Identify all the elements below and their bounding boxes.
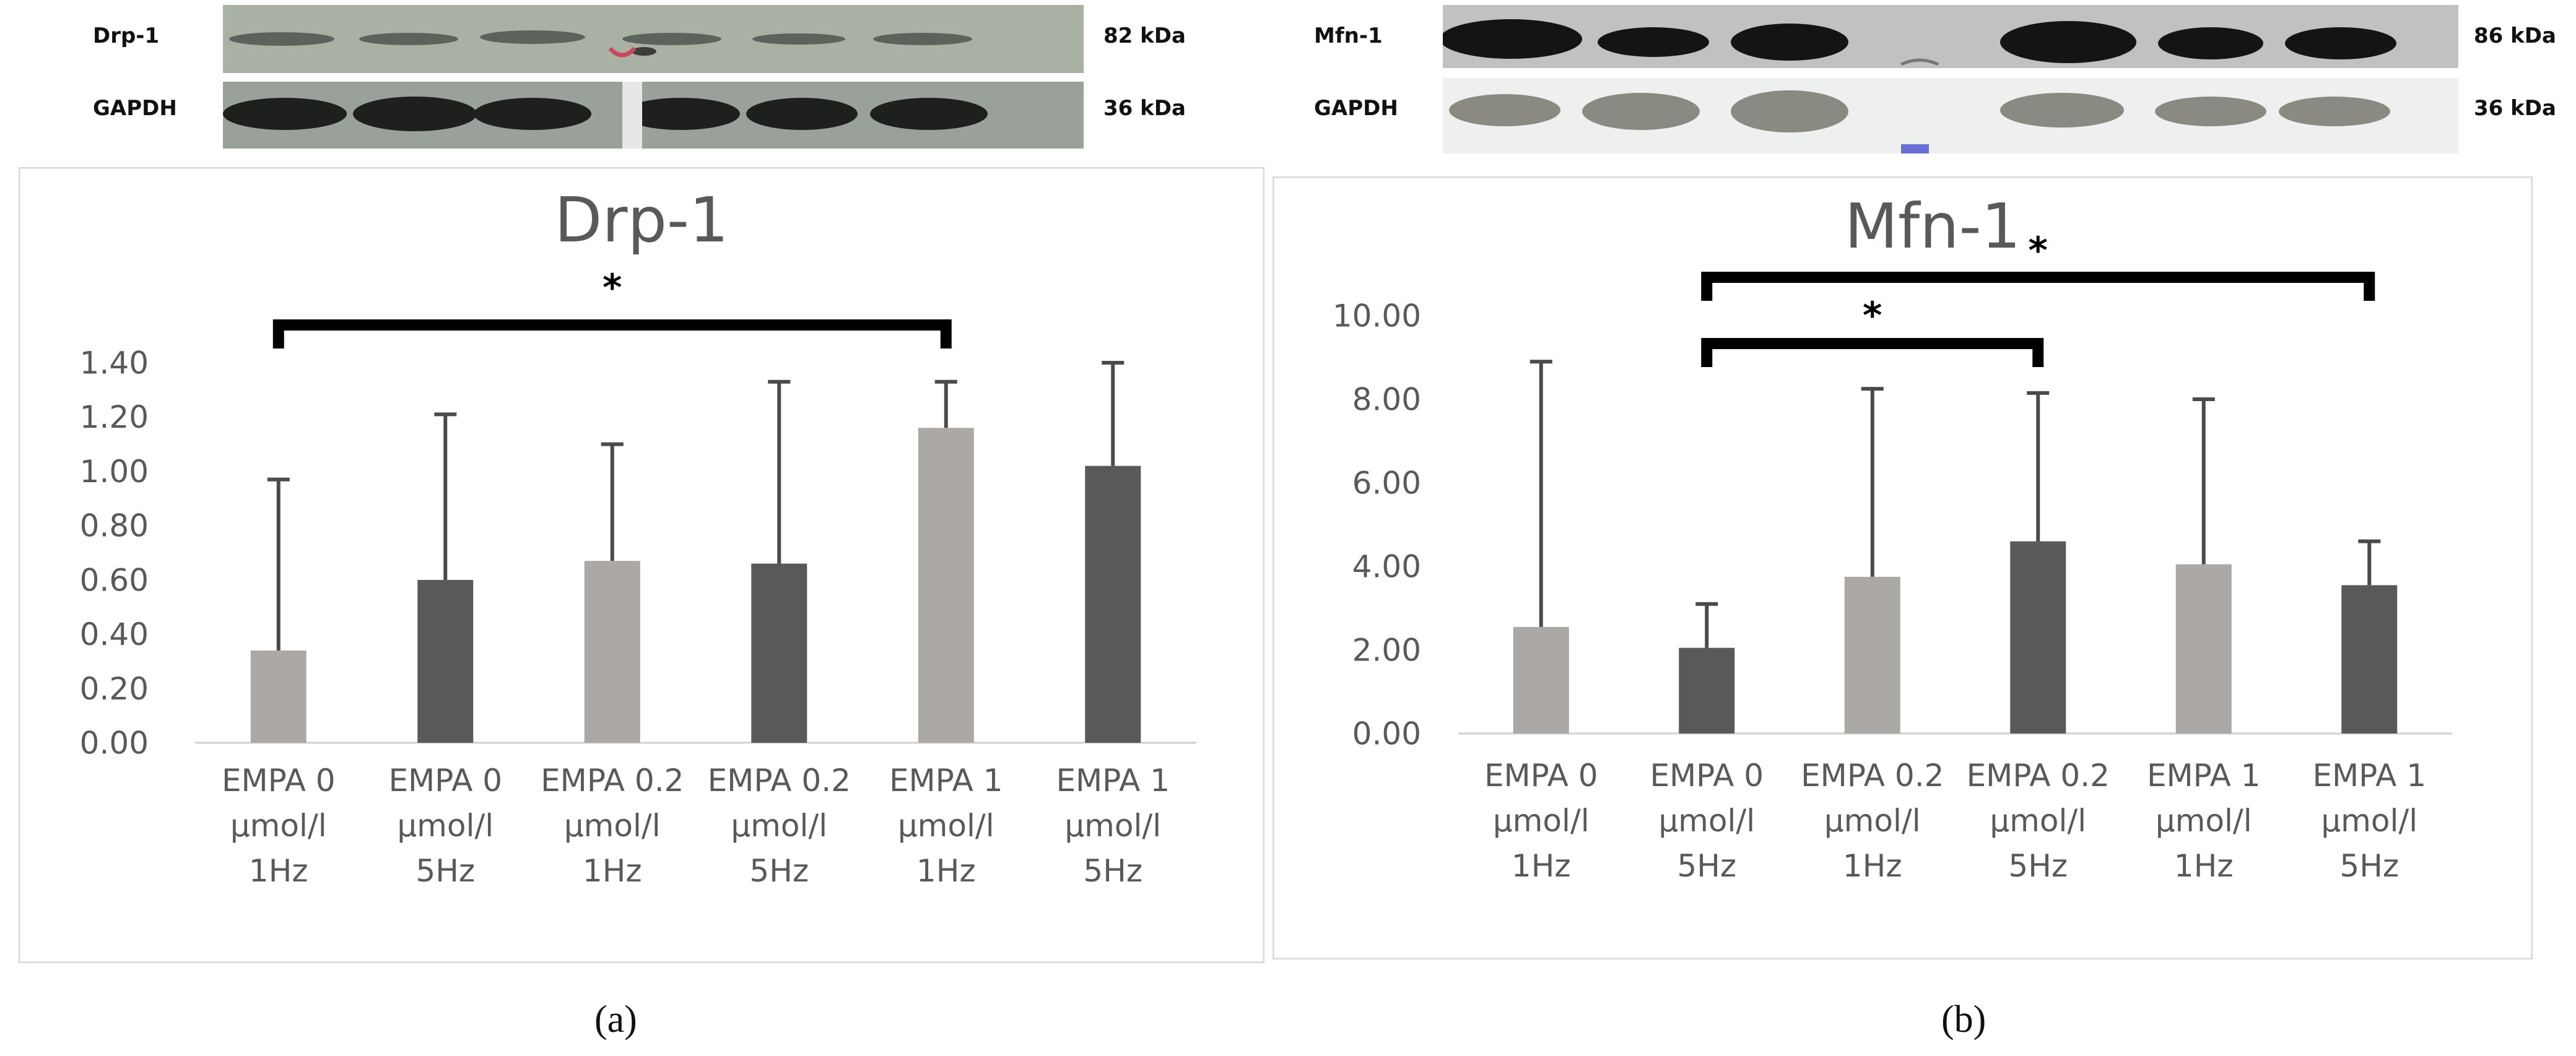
category-label: EMPA 0: [1650, 758, 1764, 794]
category-label: EMPA 0: [1484, 758, 1598, 794]
blot-b-label-mfn1: Mfn-1: [1314, 24, 1383, 48]
category-label: µmol/l: [731, 808, 827, 844]
chart-title: Drp-1: [554, 184, 728, 256]
category-label: EMPA 1: [2147, 758, 2261, 794]
category-label: 5Hz: [416, 853, 475, 889]
category-label: µmol/l: [564, 808, 661, 844]
chart-frame: [1273, 176, 2533, 959]
category-label: EMPA 0.2: [1801, 758, 1944, 794]
category-label: 1Hz: [249, 853, 308, 889]
blot-b-label-gapdh: GAPDH: [1314, 96, 1398, 121]
category-label: µmol/l: [2321, 803, 2417, 839]
significance-star: *: [603, 266, 622, 309]
y-tick-label: 0.80: [80, 508, 149, 544]
y-tick-label: 1.00: [80, 454, 149, 490]
bar: [1679, 647, 1735, 734]
category-label: 5Hz: [2008, 848, 2068, 884]
bar: [2341, 585, 2398, 734]
chart-panel-drp1: Drp-1 0.00 0.20 0.40 0.60 0.80 1.00 1.20 1.40 EMP…: [19, 167, 1264, 963]
bar: [1513, 626, 1569, 734]
bar: [1844, 576, 1900, 734]
y-tick-label: 0.00: [1352, 716, 1421, 752]
category-label: µmol/l: [1064, 808, 1161, 844]
category-label: 1Hz: [1843, 848, 1902, 884]
bar: [751, 563, 807, 743]
category-label: EMPA 0.2: [541, 763, 684, 798]
y-tick-label: 1.20: [80, 399, 149, 435]
blot-b-size-mfn1: 86 kDa: [2474, 24, 2556, 48]
panel-a-letter: (a): [594, 998, 637, 1041]
significance-bracket: [1701, 338, 2044, 367]
bar: [584, 561, 640, 743]
category-label: EMPA 0: [388, 763, 502, 798]
category-label: 5Hz: [749, 853, 809, 889]
bar: [250, 650, 307, 743]
category-label: µmol/l: [230, 808, 327, 844]
y-tick-label: 4.00: [1352, 549, 1421, 585]
significance-star: *: [1863, 294, 1882, 337]
y-tick-label: 6.00: [1352, 465, 1421, 501]
category-label: EMPA 1: [889, 763, 1003, 798]
category-label: µmol/l: [1493, 803, 1590, 839]
blot-a-size-gapdh: 36 kDa: [1103, 96, 1186, 121]
blot-b-size-gapdh: 36 kDa: [2474, 96, 2556, 121]
category-label: 5Hz: [1083, 853, 1142, 889]
y-tick-label: 0.00: [80, 725, 149, 761]
bar: [1085, 465, 1141, 743]
category-label: 5Hz: [2339, 848, 2399, 884]
category-label: 1Hz: [1512, 848, 1571, 884]
category-label: µmol/l: [397, 808, 494, 844]
category-label: EMPA 1: [1056, 763, 1170, 798]
y-tick-label: 2.00: [1352, 633, 1421, 669]
bar: [2010, 541, 2066, 734]
category-label: 1Hz: [2174, 848, 2234, 884]
bar: [918, 428, 974, 743]
category-label: µmol/l: [898, 808, 994, 844]
chart-panel-mfn1: Mfn-1 0.00 2.00 4.00 6.00 8.00 10.00 EMPA 0 µmol…: [1273, 176, 2533, 959]
chart-frame: [19, 167, 1264, 963]
y-tick-label: 0.20: [80, 671, 149, 707]
significance-bracket: [1701, 272, 2375, 301]
category-label: EMPA 1: [2312, 758, 2426, 794]
y-tick-label: 1.40: [80, 345, 149, 381]
western-blot-b-image: [1443, 5, 2458, 154]
bar: [417, 579, 474, 743]
blot-a-label-drp1: Drp-1: [93, 24, 160, 48]
category-label: µmol/l: [2156, 803, 2252, 839]
blot-a-size-drp1: 82 kDa: [1103, 24, 1186, 48]
bar: [2175, 564, 2232, 734]
category-label: EMPA 0.2: [1967, 758, 2110, 794]
y-tick-label: 8.00: [1352, 382, 1421, 418]
category-label: µmol/l: [1824, 803, 1921, 839]
western-blot-a-image: [223, 5, 1084, 149]
category-label: µmol/l: [1990, 803, 2086, 839]
panel-b-letter: (b): [1941, 998, 1986, 1041]
significance-bracket: [272, 319, 952, 348]
category-label: EMPA 0.2: [708, 763, 851, 798]
y-tick-label: 0.40: [80, 617, 149, 652]
category-label: EMPA 0: [222, 763, 336, 798]
chart-title: Mfn-1: [1845, 190, 2021, 262]
category-label: 1Hz: [916, 853, 976, 889]
y-tick-label: 0.60: [80, 562, 149, 598]
category-label: µmol/l: [1658, 803, 1755, 839]
category-label: 5Hz: [1677, 848, 1736, 884]
blot-a-label-gapdh: GAPDH: [93, 96, 177, 121]
category-label: 1Hz: [583, 853, 642, 889]
significance-star: *: [2029, 229, 2048, 272]
y-tick-label: 10.00: [1333, 298, 1421, 334]
